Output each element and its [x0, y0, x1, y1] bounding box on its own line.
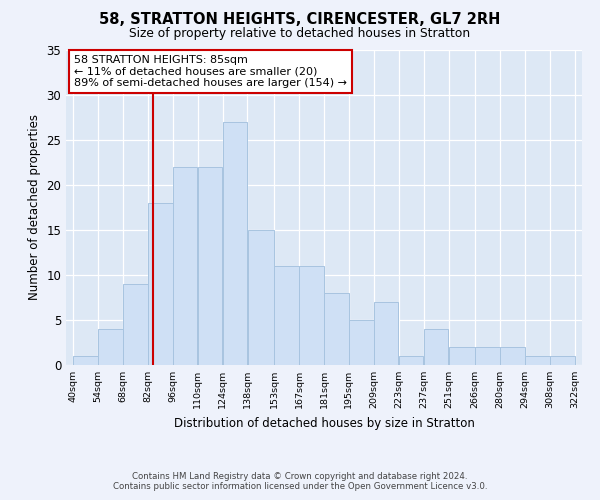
Bar [73, 356, 98, 365]
Bar [223, 122, 247, 365]
Bar [374, 302, 398, 365]
Text: Size of property relative to detached houses in Stratton: Size of property relative to detached ho… [130, 28, 470, 40]
Bar [123, 284, 148, 365]
Bar [248, 230, 274, 365]
Bar [98, 329, 122, 365]
Bar [274, 266, 299, 365]
Text: Contains HM Land Registry data © Crown copyright and database right 2024.
Contai: Contains HM Land Registry data © Crown c… [113, 472, 487, 491]
Bar [324, 293, 349, 365]
X-axis label: Distribution of detached houses by size in Stratton: Distribution of detached houses by size … [173, 416, 475, 430]
Bar [349, 320, 374, 365]
Bar [500, 347, 525, 365]
Text: 58, STRATTON HEIGHTS, CIRENCESTER, GL7 2RH: 58, STRATTON HEIGHTS, CIRENCESTER, GL7 2… [100, 12, 500, 28]
Text: 58 STRATTON HEIGHTS: 85sqm
← 11% of detached houses are smaller (20)
89% of semi: 58 STRATTON HEIGHTS: 85sqm ← 11% of deta… [74, 54, 347, 88]
Bar [424, 329, 448, 365]
Bar [148, 203, 173, 365]
Bar [475, 347, 500, 365]
Y-axis label: Number of detached properties: Number of detached properties [28, 114, 41, 300]
Bar [526, 356, 550, 365]
Bar [399, 356, 424, 365]
Bar [449, 347, 475, 365]
Bar [299, 266, 324, 365]
Bar [198, 167, 223, 365]
Bar [550, 356, 575, 365]
Bar [173, 167, 197, 365]
